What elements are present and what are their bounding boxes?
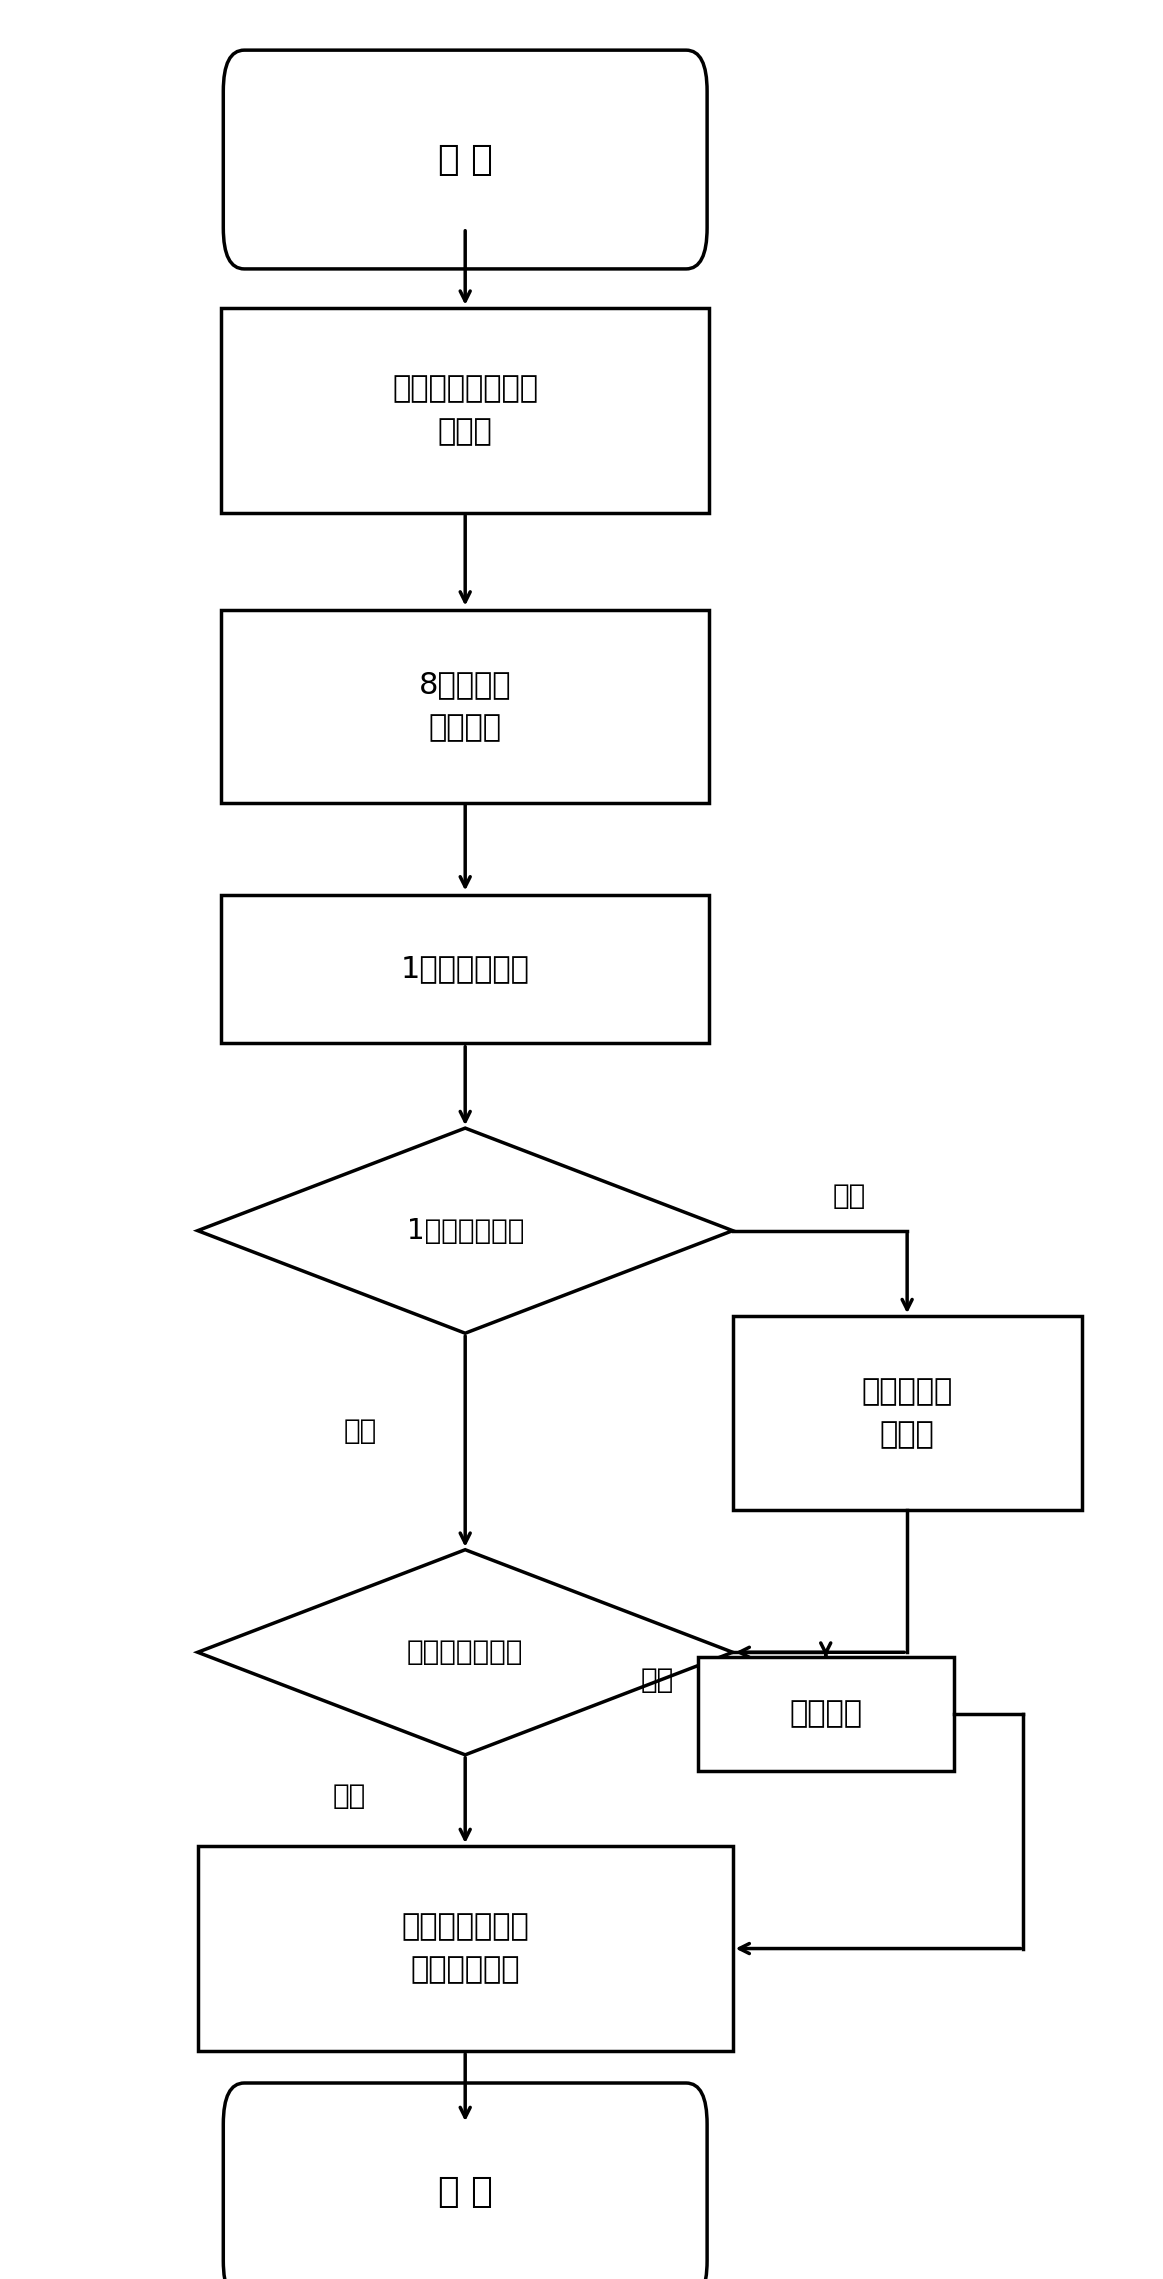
Text: 错误标示: 错误标示 <box>790 1700 862 1727</box>
Text: 有错: 有错 <box>641 1666 673 1693</box>
Bar <box>698 1657 954 1771</box>
Bar <box>221 896 709 1042</box>
FancyBboxPatch shape <box>223 2083 707 2279</box>
Text: 开 始: 开 始 <box>437 144 493 175</box>
Text: 利用纠删编码値
对错误帧恢复: 利用纠删编码値 对错误帧恢复 <box>401 1912 529 1985</box>
Text: 有错: 有错 <box>833 1183 865 1210</box>
Bar <box>733 1315 1082 1509</box>
Bar <box>198 1846 733 2051</box>
Text: 无错: 无错 <box>344 1418 377 1445</box>
Text: 数据分帧并进行纠
删编码: 数据分帧并进行纠 删编码 <box>392 374 538 447</box>
Text: 8比特循环
冒余效验: 8比特循环 冒余效验 <box>419 670 512 743</box>
Polygon shape <box>198 1550 733 1755</box>
FancyBboxPatch shape <box>223 50 707 269</box>
Text: 循环冒余码
自纠错: 循环冒余码 自纠错 <box>862 1377 952 1449</box>
Text: 1比特纠错编码: 1比特纠错编码 <box>401 955 529 982</box>
Bar <box>221 308 709 513</box>
Polygon shape <box>198 1128 733 1333</box>
Text: 结 束: 结 束 <box>437 2176 493 2208</box>
Text: 检测帧是否有错: 检测帧是否有错 <box>407 1639 523 1666</box>
Text: 1比特纠错解码: 1比特纠错解码 <box>407 1217 523 1244</box>
Text: 无错: 无错 <box>333 1782 365 1810</box>
Bar <box>221 611 709 804</box>
